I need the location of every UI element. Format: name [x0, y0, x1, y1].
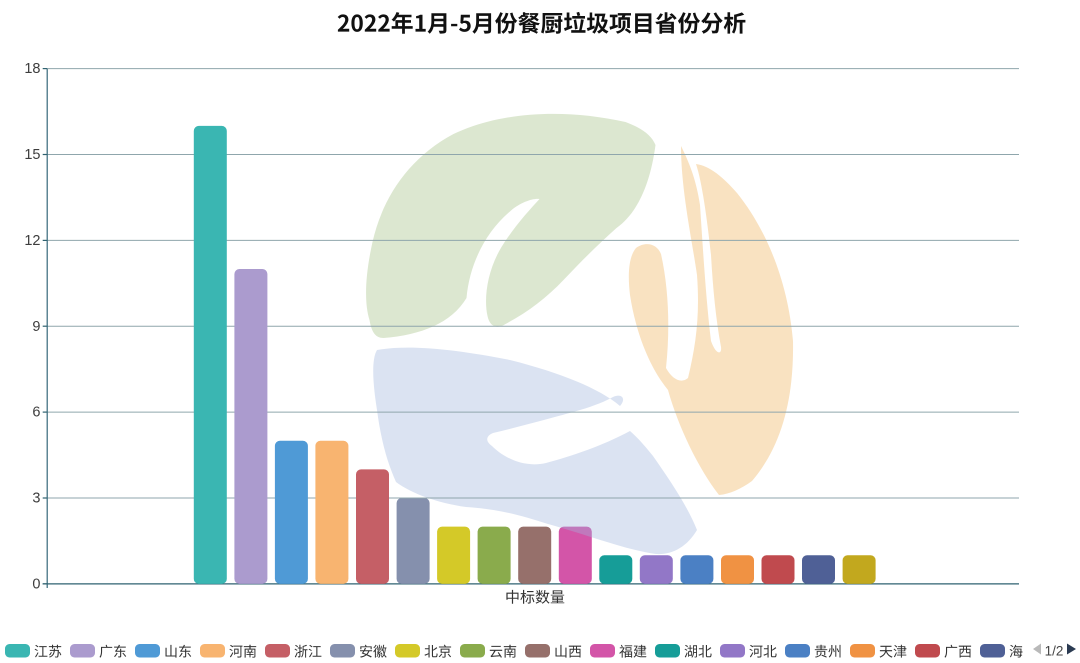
- svg-text:12: 12: [24, 233, 40, 249]
- svg-text:3: 3: [32, 491, 40, 507]
- svg-text:1/2: 1/2: [1045, 644, 1064, 659]
- svg-text:0: 0: [32, 577, 40, 593]
- svg-text:9: 9: [32, 319, 40, 335]
- svg-text:18: 18: [24, 61, 40, 77]
- svg-text:6: 6: [32, 405, 40, 421]
- svg-text:15: 15: [24, 147, 40, 163]
